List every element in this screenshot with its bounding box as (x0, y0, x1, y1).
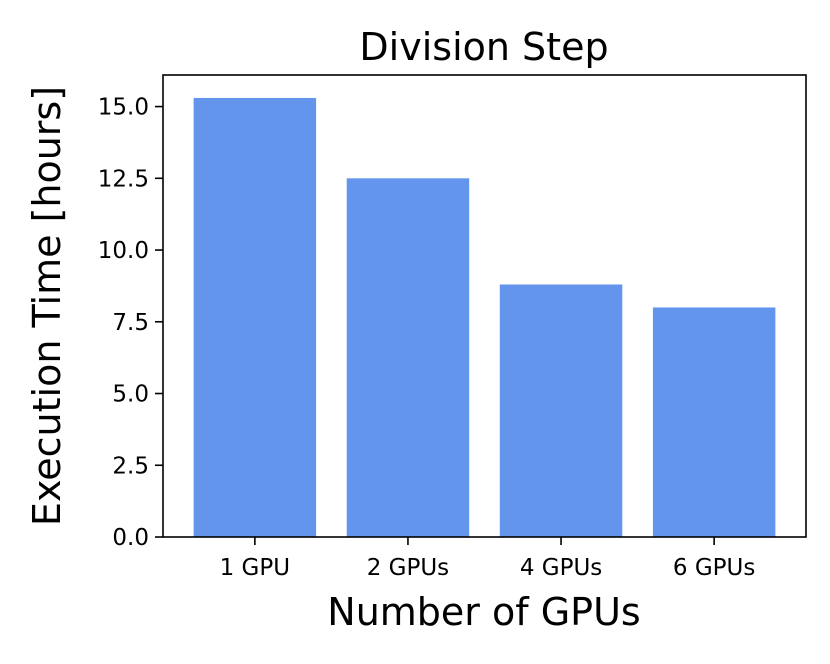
y-axis: 0.0 2.5 5.0 7.5 10.0 12.5 15.0 (98, 95, 163, 551)
bar-4-gpus (499, 284, 623, 537)
y-tick-label: 0.0 (112, 525, 149, 551)
plot-area-frame (162, 74, 807, 538)
chart-title: Division Step (359, 25, 608, 69)
x-tick-label: 6 GPUs (673, 555, 755, 581)
x-tick-label: 2 GPUs (367, 555, 449, 581)
x-axis-label: Number of GPUs (327, 590, 640, 634)
bar-1-gpu (193, 97, 317, 538)
y-axis-label: Execution Time [hours] (25, 86, 69, 526)
y-tick-label: 10.0 (98, 238, 149, 264)
bars-group (193, 97, 776, 538)
x-axis: 1 GPU 2 GPUs 4 GPUs 6 GPUs (220, 537, 755, 581)
y-tick-label: 5.0 (112, 382, 149, 408)
y-tick-label: 15.0 (98, 95, 149, 121)
x-tick-label: 4 GPUs (520, 555, 602, 581)
y-tick-label: 12.5 (98, 166, 149, 192)
x-tick-label: 1 GPU (220, 555, 290, 581)
y-tick-label: 2.5 (112, 453, 149, 479)
y-tick-label: 7.5 (112, 310, 149, 336)
bar-6-gpus (652, 307, 776, 537)
bar-2-gpus (346, 178, 470, 537)
